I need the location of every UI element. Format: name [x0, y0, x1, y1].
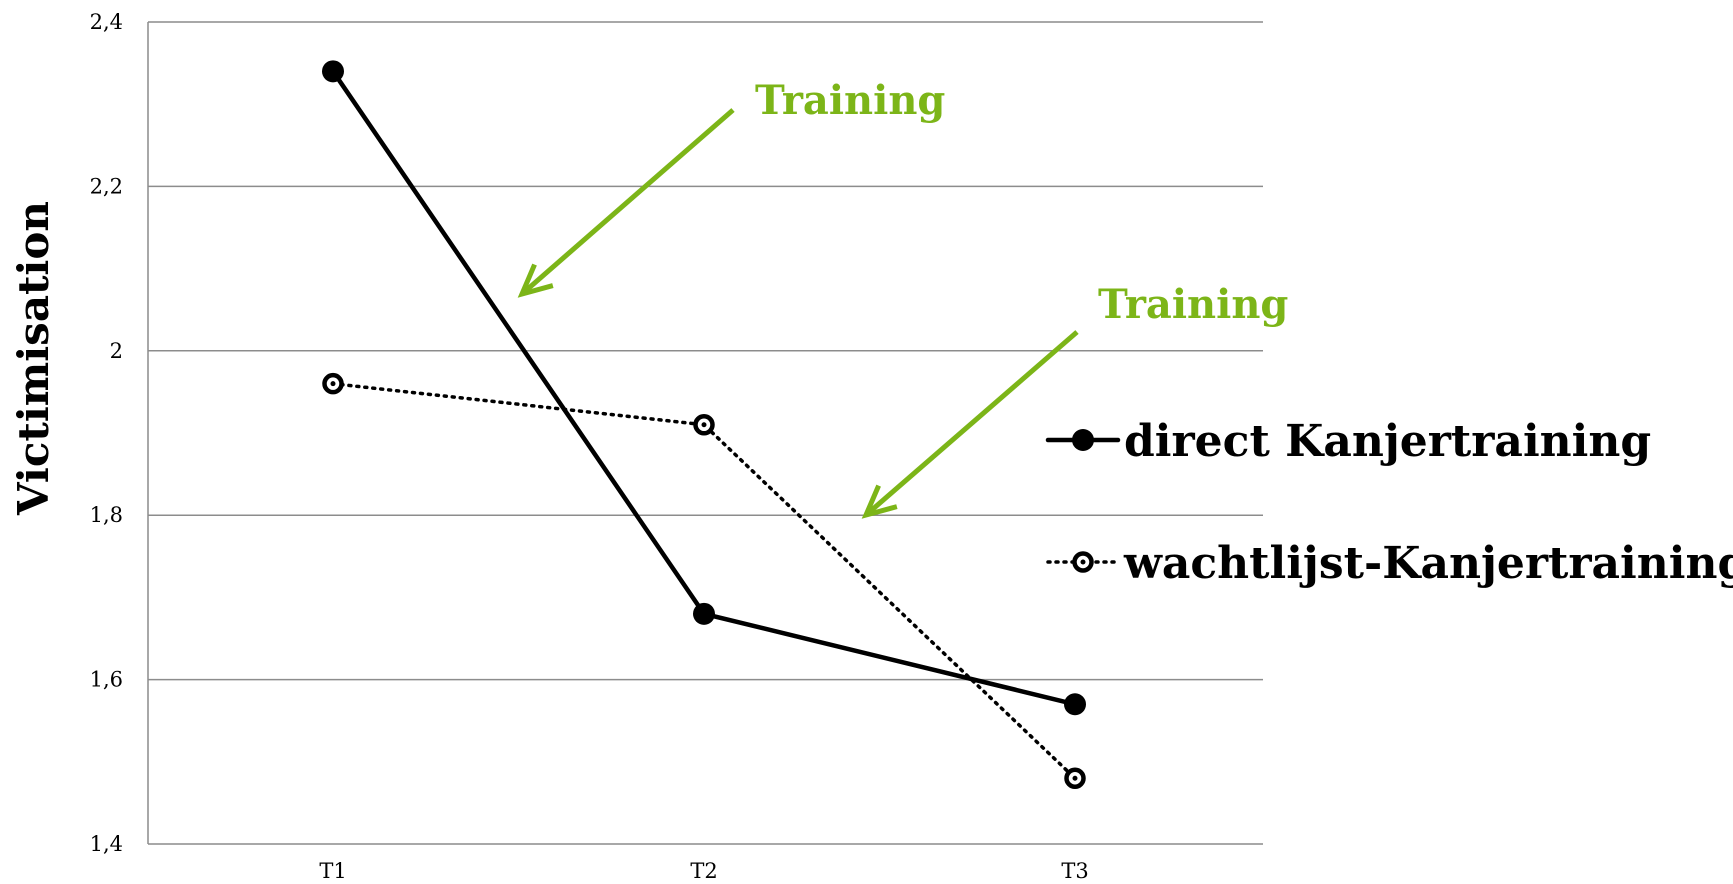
annotation-arrow-head: [861, 484, 898, 519]
y-tick-label: 1,6: [90, 668, 123, 692]
y-axis-label: Victimisation: [9, 201, 58, 516]
series-line: [331, 381, 1077, 780]
data-point-center: [330, 381, 336, 387]
data-point-center: [701, 422, 707, 428]
data-point: [1064, 693, 1086, 716]
data-point-center: [1072, 775, 1078, 781]
y-tick-label: 1,4: [90, 832, 123, 856]
data-point: [322, 60, 344, 83]
series-lines: [322, 60, 1086, 789]
legend-marker-center: [1080, 559, 1086, 565]
legend-marker: [1072, 429, 1094, 451]
x-tick-label: T1: [319, 859, 346, 883]
data-point: [693, 602, 715, 625]
annotation-arrow-shaft: [864, 330, 1079, 517]
y-tick-label: 1,8: [90, 503, 123, 527]
x-tick-label: T2: [690, 859, 717, 883]
annotation-label: Training: [755, 77, 945, 124]
annotation-label: Training: [1098, 281, 1288, 328]
legend-label: wachtlijst-Kanjertraining: [1123, 538, 1733, 589]
grid: [148, 21, 1263, 681]
annotations: Training Training: [517, 77, 1288, 519]
y-tick-label: 2,2: [90, 174, 123, 198]
x-tick-label: T3: [1061, 859, 1088, 883]
annotation-arrow-head: [517, 263, 554, 298]
annotation-arrow-shaft: [520, 108, 735, 296]
y-tick-label: 2,4: [90, 10, 123, 34]
legend-label: direct Kanjertraining: [1124, 416, 1651, 467]
legend: direct Kanjertraining wachtlijst-Kanjertr…: [1045, 416, 1733, 589]
y-tick-label: 2: [110, 339, 123, 363]
axes: 1,4 1,6 1,8 2 2,2 2,4 T1 T2 T3: [90, 10, 1263, 883]
